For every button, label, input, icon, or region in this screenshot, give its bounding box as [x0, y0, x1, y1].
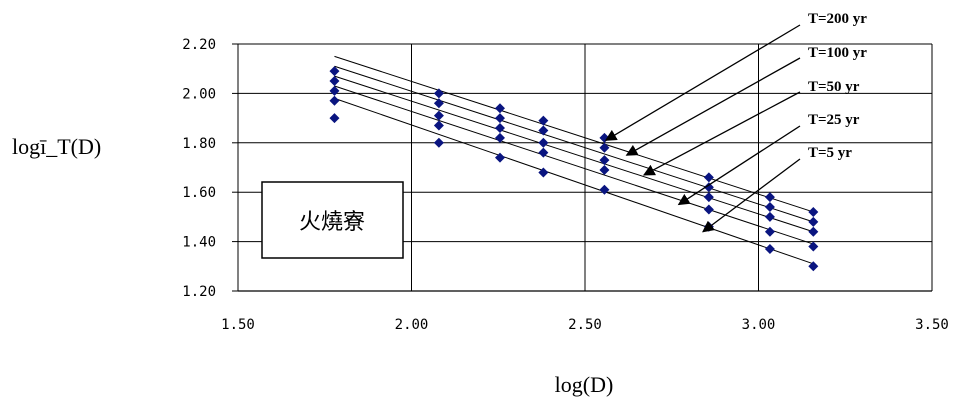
data-point — [764, 202, 775, 213]
y-tick-label: 1.60 — [182, 185, 216, 201]
y-tick-label: 1.80 — [182, 136, 216, 152]
fit-line-0 — [334, 55, 814, 213]
y-axis-label: logī_T(D) — [12, 134, 101, 159]
x-tick-label: 2.50 — [568, 317, 602, 333]
x-tick-label: 1.50 — [221, 317, 255, 333]
tick-labels: 1.20 1.40 1.60 1.80 2.00 2.20 1.50 2.00 2.50 3.00… — [182, 37, 949, 333]
fit-line-4 — [334, 97, 814, 265]
annotation-arrow — [677, 125, 801, 206]
data-point — [494, 122, 505, 133]
data-point — [764, 244, 775, 255]
x-tick-label: 3.00 — [742, 317, 776, 333]
data-point — [538, 137, 549, 148]
data-point — [808, 216, 819, 227]
x-tick-label: 2.00 — [395, 317, 429, 333]
data-point — [808, 206, 819, 217]
data-point — [764, 211, 775, 222]
annotation-arrow — [642, 91, 801, 176]
data-point — [538, 147, 549, 158]
annotation-arrow — [702, 158, 801, 233]
data-point — [433, 110, 444, 121]
data-point — [538, 125, 549, 136]
data-point — [433, 120, 444, 131]
station-label: 火燒寮 — [299, 210, 365, 235]
fit-lines — [334, 55, 814, 265]
annotation-arrow — [625, 57, 801, 156]
annotation-label: T=50 yr — [808, 79, 860, 95]
data-point — [433, 88, 444, 99]
data-point — [599, 155, 610, 166]
station-box-border — [261, 181, 404, 259]
data-point — [329, 76, 340, 87]
annotation-label: T=100 yr — [808, 45, 867, 61]
station-box: 火燒寮 — [261, 181, 404, 259]
data-point — [494, 113, 505, 124]
x-axis-label: log(D) — [555, 372, 614, 397]
data-point — [329, 113, 340, 124]
annotations: T=200 yr T=100 yr T=50 yr T=25 yr T=5 yr — [604, 11, 867, 233]
fit-line-3 — [334, 85, 814, 245]
data-point — [599, 184, 610, 195]
data-point — [494, 103, 505, 114]
y-tick-label: 2.20 — [182, 37, 216, 53]
y-tick-label: 1.20 — [182, 284, 216, 300]
data-point — [808, 226, 819, 237]
data-point — [703, 204, 714, 215]
data-points — [329, 66, 819, 272]
annotation-label: T=5 yr — [808, 145, 852, 161]
annotation-arrow — [604, 24, 801, 141]
data-point — [494, 132, 505, 143]
data-point — [764, 226, 775, 237]
data-point — [599, 164, 610, 175]
fit-line-2 — [334, 75, 814, 233]
y-tick-label: 1.40 — [182, 235, 216, 251]
data-point — [433, 137, 444, 148]
data-point — [808, 241, 819, 252]
y-tick-label: 2.00 — [182, 86, 216, 102]
data-point — [703, 172, 714, 183]
data-point — [433, 98, 444, 109]
data-point — [703, 192, 714, 203]
data-point — [808, 261, 819, 272]
fit-line-1 — [334, 65, 814, 223]
annotation-label: T=200 yr — [808, 11, 867, 27]
data-point — [538, 115, 549, 126]
x-tick-label: 3.50 — [915, 317, 949, 333]
data-point — [599, 132, 610, 143]
data-point — [329, 66, 340, 77]
data-point — [764, 192, 775, 203]
data-point — [538, 167, 549, 178]
data-point — [494, 152, 505, 163]
data-point — [329, 85, 340, 96]
data-point — [703, 182, 714, 193]
annotation-label: T=25 yr — [808, 112, 860, 128]
data-point — [329, 95, 340, 106]
data-point — [599, 142, 610, 153]
